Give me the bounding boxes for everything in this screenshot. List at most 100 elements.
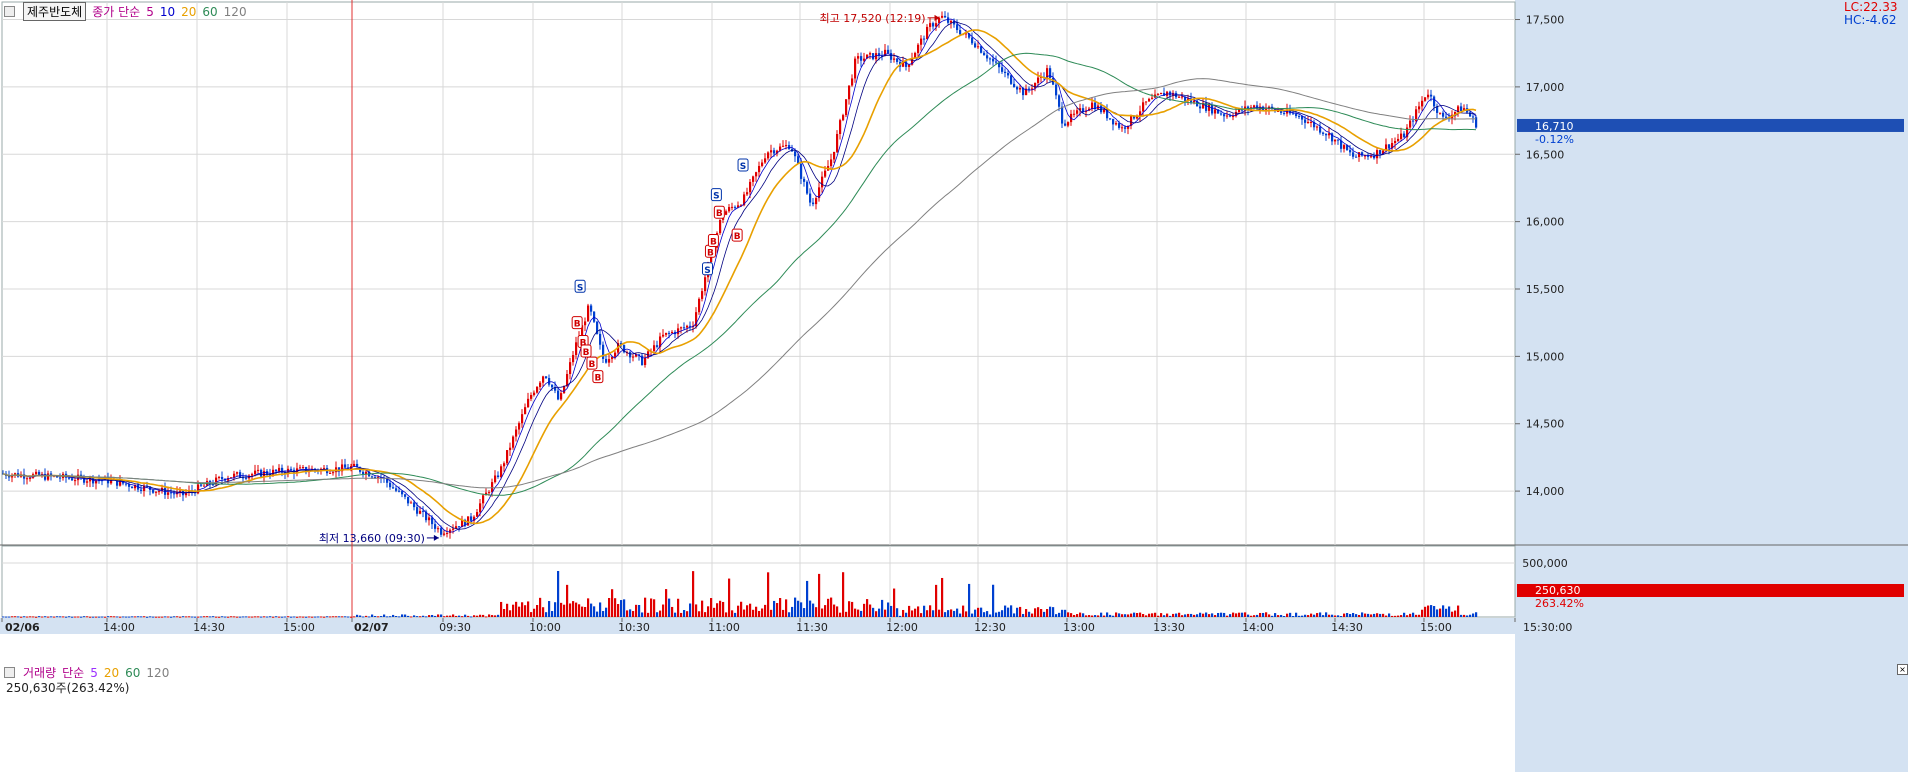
- volume-bar: [848, 601, 851, 617]
- x-tick-label: 15:00: [283, 621, 315, 634]
- volume-bar: [341, 616, 344, 618]
- volume-bar: [629, 609, 632, 617]
- volume-bar: [125, 616, 128, 618]
- volume-bar: [1280, 614, 1283, 617]
- volume-bar: [794, 597, 797, 617]
- volume-bar: [1094, 615, 1097, 617]
- volume-bar: [713, 607, 716, 617]
- volume-bar: [842, 572, 845, 617]
- volume-bar: [1454, 610, 1457, 617]
- volume-bar: [716, 603, 719, 617]
- candle-body: [629, 352, 632, 358]
- volume-bar: [122, 616, 125, 618]
- candle-body: [287, 468, 290, 475]
- candle-body: [566, 374, 569, 386]
- volume-bar: [1031, 613, 1034, 617]
- volume-bar: [1472, 613, 1475, 617]
- candle-body: [893, 58, 896, 60]
- volume-bar: [1115, 612, 1118, 617]
- candle-body: [341, 464, 344, 472]
- x-tick-label: 11:30: [796, 621, 828, 634]
- candle-body: [797, 156, 800, 164]
- volume-bar: [578, 604, 581, 617]
- volume-bar: [1433, 606, 1436, 617]
- candle-body: [1430, 94, 1433, 97]
- volume-bar: [1151, 613, 1154, 617]
- volume-bar: [518, 606, 521, 617]
- candle-body: [884, 49, 887, 56]
- volume-bar: [551, 611, 554, 617]
- volume-bar: [776, 603, 779, 617]
- candle-body: [653, 345, 656, 351]
- candle-body: [449, 529, 452, 534]
- volume-bar: [1397, 615, 1400, 617]
- price-legend: 제주반도체 종가 단순 5 10 20 60 120: [4, 2, 247, 21]
- candle-body: [1169, 91, 1172, 96]
- candle-body: [470, 516, 473, 521]
- candle-body: [680, 327, 683, 329]
- volume-bar: [1427, 605, 1430, 617]
- volume-bar: [662, 604, 665, 617]
- candle-body: [1292, 113, 1295, 115]
- candle-body: [1238, 108, 1241, 112]
- volume-bar: [488, 614, 491, 617]
- volume-bar: [62, 616, 65, 618]
- volume-bar: [452, 614, 455, 617]
- candle-body: [509, 447, 512, 451]
- candle-body: [89, 477, 92, 482]
- y-tick-label: 17,000: [1526, 81, 1565, 94]
- candle-body: [86, 481, 89, 483]
- candle-body: [761, 162, 764, 166]
- volume-bar: [1118, 613, 1121, 617]
- volume-bar: [47, 616, 50, 618]
- candle-body: [1091, 102, 1094, 109]
- candle-body: [1343, 145, 1346, 149]
- volume-bar: [140, 616, 143, 618]
- volume-bar: [1001, 610, 1004, 617]
- volume-bar: [1256, 614, 1259, 617]
- volume-bar: [398, 616, 401, 618]
- candle-body: [173, 493, 176, 495]
- ma-120-line: [2, 78, 1477, 489]
- candle-body: [719, 219, 722, 234]
- candle-body: [530, 394, 533, 399]
- volume-bar: [305, 616, 308, 618]
- volume-bar: [263, 616, 266, 618]
- volume-bar: [20, 616, 23, 618]
- volume-bar: [35, 616, 38, 618]
- volume-bar: [863, 603, 866, 617]
- stock-name-tag[interactable]: 제주반도체: [23, 2, 87, 21]
- candle-body: [377, 477, 380, 479]
- volume-bar: [1163, 615, 1166, 617]
- volume-bar: [287, 616, 290, 618]
- candle-body: [965, 33, 968, 35]
- volume-menu-icon[interactable]: [4, 667, 15, 678]
- volume-bar: [371, 614, 374, 617]
- candle-body: [410, 502, 413, 504]
- signal-label: B: [594, 374, 601, 384]
- candle-body: [905, 61, 908, 67]
- volume-bar: [251, 616, 254, 618]
- volume-bar: [110, 616, 113, 618]
- volume-bar: [428, 615, 431, 617]
- x-tick-label: 15:30:00: [1523, 621, 1572, 634]
- candle-body: [134, 484, 137, 489]
- chart-menu-icon[interactable]: [4, 6, 15, 17]
- volume-bar: [566, 584, 569, 617]
- close-panel-icon[interactable]: ×: [1897, 664, 1908, 675]
- candle-body: [29, 477, 32, 479]
- volume-bar: [929, 605, 932, 617]
- volume-bar: [1382, 613, 1385, 617]
- candle-body: [572, 355, 575, 363]
- volume-bar: [746, 605, 749, 617]
- candle-body: [830, 159, 833, 167]
- current-price-bg: [1517, 118, 1904, 132]
- candle-body: [1340, 140, 1343, 149]
- candle-body: [179, 490, 182, 492]
- price-ma-20: 20: [181, 4, 197, 19]
- candle-body: [1034, 82, 1037, 89]
- candle-body: [95, 480, 98, 484]
- candle-body: [1421, 100, 1424, 107]
- volume-bar: [866, 599, 869, 617]
